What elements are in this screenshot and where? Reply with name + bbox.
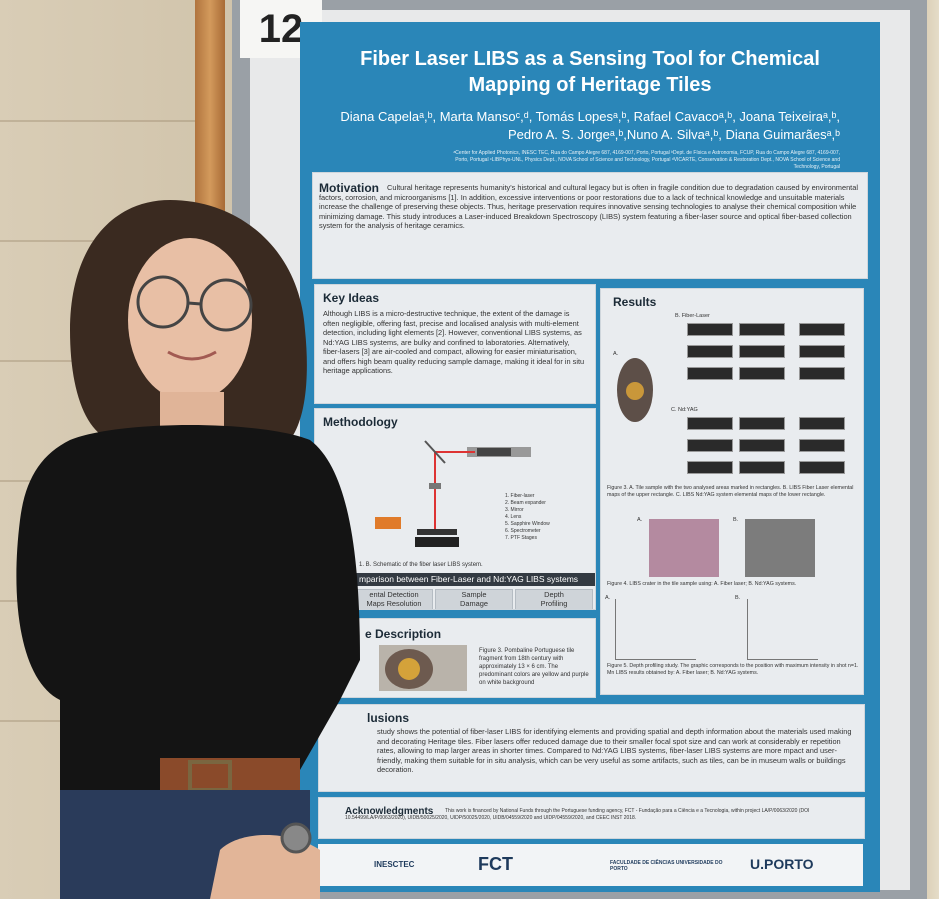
element-map-thumb bbox=[739, 345, 785, 358]
motivation-text: Cultural heritage represents humanity's … bbox=[319, 183, 858, 230]
acknowledgments-text: This work is financed by National Funds … bbox=[345, 808, 810, 821]
results-label-fiber-laser: B. Fiber-Laser bbox=[675, 313, 710, 319]
smile-shape bbox=[167, 350, 217, 361]
results-section: Results B. Fiber-Laser A. C. Nd:YAG Figu… bbox=[600, 288, 864, 695]
tile-sample-photo bbox=[617, 358, 653, 422]
poster-authors: Diana Capelaᵃ,ᵇ, Marta Mansoᶜ,ᵈ, Tomás L… bbox=[340, 108, 840, 144]
results-label-a: A. bbox=[613, 351, 619, 357]
figure-3-caption: Figure 3. A. Tile sample with the two an… bbox=[607, 485, 854, 498]
element-map-thumb bbox=[739, 461, 785, 474]
element-map-thumb bbox=[799, 439, 845, 452]
element-map-thumb bbox=[687, 367, 733, 380]
sample-text: Figure 3. Pombaline Portuguese tile frag… bbox=[479, 648, 589, 686]
compare-item-depth: Depth Profiling bbox=[515, 589, 593, 609]
element-map-thumb bbox=[799, 323, 845, 336]
depth-plot-ndyag bbox=[747, 599, 818, 660]
figure-5-caption: Figure 5. Depth profiling study. The gra… bbox=[607, 663, 859, 676]
uporto-logo: U.PORTO bbox=[750, 856, 814, 872]
element-map-thumb bbox=[799, 367, 845, 380]
conclusions-heading: lusions bbox=[367, 711, 410, 725]
compare-item-damage: Sample Damage bbox=[435, 589, 513, 609]
research-poster: Fiber Laser LIBS as a Sensing Tool for C… bbox=[300, 22, 880, 892]
inesc-logo: INESCTEC bbox=[374, 860, 415, 869]
compare-item-detection: ental Detection Maps Resolution bbox=[355, 589, 433, 609]
conclusions-text: study shows the potential of fiber-laser… bbox=[377, 727, 852, 774]
element-map-thumb bbox=[739, 417, 785, 430]
crater-image-ndyag bbox=[745, 519, 815, 577]
legend-item: 3. Mirror bbox=[505, 507, 524, 513]
poster-title-line-1: Fiber Laser LIBS as a Sensing Tool for C… bbox=[360, 48, 820, 70]
stage-base-shape bbox=[415, 537, 459, 547]
spectrometer-shape bbox=[375, 517, 401, 529]
results-label-ndyag: C. Nd:YAG bbox=[671, 407, 698, 413]
comparison-bar: mparison between Fiber-Laser and Nd:YAG … bbox=[355, 573, 595, 586]
wall-tile-line bbox=[0, 120, 210, 122]
fcup-logo: FACULDADE DE CIÊNCIAS UNIVERSIDADE DO PO… bbox=[610, 860, 723, 872]
legend-item: 4. Lens bbox=[505, 514, 522, 520]
key-ideas-text: Although LIBS is a micro-destructive tec… bbox=[323, 309, 585, 375]
wristwatch bbox=[280, 822, 312, 854]
depth-plot-fiber bbox=[615, 599, 696, 660]
element-map-thumb bbox=[687, 439, 733, 452]
key-ideas-section: Key Ideas Although LIBS is a micro-destr… bbox=[314, 284, 596, 404]
setup-schematic: 1. Fiber-laser 2. Beam expander 3. Mirro… bbox=[375, 440, 550, 547]
legend-item: 6. Spectrometer bbox=[505, 528, 541, 534]
methodology-caption: 1. B. Schematic of the fiber laser LIBS … bbox=[359, 562, 483, 568]
element-map-thumb bbox=[687, 461, 733, 474]
logo-strip: INESCTEC FCT FACULDADE DE CIÊNCIAS UNIVE… bbox=[318, 844, 863, 886]
presenter-figure bbox=[16, 200, 361, 899]
poster-affiliations: ᵃCenter for Applied Photonics, INESC TEC… bbox=[453, 150, 840, 170]
element-map-thumb bbox=[687, 417, 733, 430]
fig4-label-b: B. bbox=[733, 517, 739, 523]
authors-line-1: Diana Capelaᵃ,ᵇ, Marta Mansoᶜ,ᵈ, Tomás L… bbox=[340, 109, 840, 124]
stage-top-shape bbox=[417, 529, 457, 535]
fig5-label-b: B. bbox=[735, 595, 741, 601]
key-ideas-heading: Key Ideas bbox=[323, 291, 380, 305]
crater-image-fiber bbox=[649, 519, 719, 577]
legend-item: 2. Beam expander bbox=[505, 500, 546, 506]
fct-logo: FCT bbox=[478, 854, 513, 874]
mirror-shape bbox=[424, 440, 446, 464]
legend-item: 5. Sapphire Window bbox=[505, 521, 550, 527]
motivation-section: Motivation Cultural heritage represents … bbox=[312, 172, 868, 279]
legend-item: 7. PTF Stages bbox=[505, 535, 537, 541]
fig5-label-a: A. bbox=[605, 595, 611, 601]
element-map-thumb bbox=[739, 367, 785, 380]
element-map-thumb bbox=[687, 345, 733, 358]
figure-4-caption: Figure 4. LIBS crater in the tile sample… bbox=[607, 581, 797, 587]
methodology-section: Methodology 1. Fiber-laser 2. Beam expan… bbox=[314, 408, 596, 610]
fig4-label-a: A. bbox=[637, 517, 643, 523]
element-map-thumb bbox=[739, 439, 785, 452]
element-map-thumb bbox=[799, 461, 845, 474]
legend-item: 1. Fiber-laser bbox=[505, 493, 535, 499]
motivation-heading: Motivation bbox=[319, 181, 379, 195]
authors-line-2: Pedro A. S. Jorgeᵃ,ᵇ,Nuno A. Silvaᵃ,ᵇ, D… bbox=[508, 127, 840, 142]
glasses-bridge bbox=[187, 301, 202, 306]
element-map-thumb bbox=[799, 417, 845, 430]
results-heading: Results bbox=[613, 295, 657, 309]
lens-shape bbox=[429, 483, 441, 489]
sample-heading: e Description bbox=[365, 627, 442, 641]
methodology-heading: Methodology bbox=[323, 415, 398, 429]
sample-description-section: e Description Figure 3. Pombaline Portug… bbox=[314, 618, 596, 698]
beam-expander-shape bbox=[477, 448, 511, 456]
element-map-thumb bbox=[739, 323, 785, 336]
glasses-right-lens bbox=[199, 278, 253, 332]
tile-fragment-image bbox=[379, 645, 467, 691]
element-map-thumb bbox=[687, 323, 733, 336]
acknowledgments-section: Acknowledgments This work is financed by… bbox=[318, 797, 865, 839]
poster-title-line-2: Mapping of Heritage Tiles bbox=[468, 74, 712, 96]
element-map-thumb bbox=[799, 345, 845, 358]
acknowledgments-heading: Acknowledgments bbox=[345, 806, 434, 817]
poster-title: Fiber Laser LIBS as a Sensing Tool for C… bbox=[330, 46, 850, 98]
glasses-left-lens bbox=[136, 275, 190, 329]
conclusions-section: lusions study shows the potential of fib… bbox=[318, 704, 865, 792]
